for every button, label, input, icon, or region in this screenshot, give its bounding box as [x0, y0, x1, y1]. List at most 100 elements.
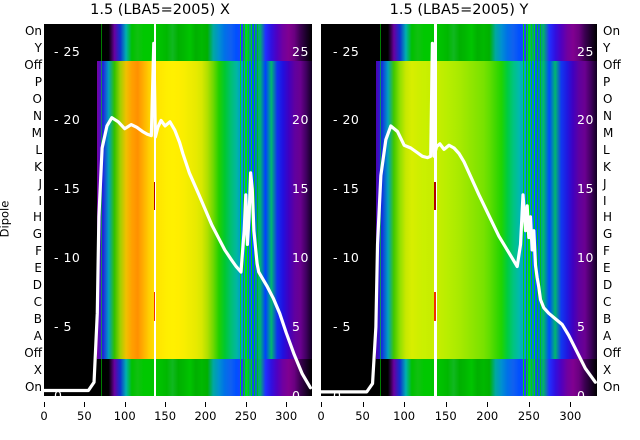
rfi-streak	[100, 24, 102, 396]
dipole-category-label: K	[34, 159, 42, 174]
dipole-category-label: P	[34, 75, 42, 90]
dipole-marker-tick	[434, 292, 436, 321]
x-tick-label: 250	[234, 409, 257, 423]
x-tick-label: 200	[476, 409, 499, 423]
dipole-category-label: Off	[603, 58, 621, 73]
dipole-category-label: Y	[34, 41, 42, 56]
inner-y-tick-right: 15	[577, 181, 594, 197]
x-tick-mark	[528, 402, 530, 407]
mean-spectrum-curve	[321, 24, 597, 396]
rfi-streak	[435, 24, 437, 396]
x-tick-mark	[404, 402, 406, 407]
dipole-category-label: J	[38, 176, 42, 191]
dipole-marker-tick	[153, 181, 156, 211]
dipole-category-label: E	[34, 261, 42, 276]
x-tick-mark	[445, 402, 447, 407]
rfi-streak	[528, 24, 530, 396]
dipole-category-label: C	[33, 295, 42, 309]
inner-y-tick-left: - 10	[54, 250, 81, 266]
dipole-category-label: L	[35, 142, 42, 157]
x-tick-label: 100	[113, 409, 136, 423]
inner-y-tick-left: - 25	[333, 43, 360, 59]
rfi-streak	[540, 24, 542, 396]
x-tick-label: 0	[317, 409, 325, 423]
inner-y-tick-left: - 5	[333, 319, 351, 335]
dipole-category-label: I	[38, 193, 42, 208]
dipole-category-label: E	[603, 261, 611, 276]
x-tick-label: 250	[517, 409, 540, 423]
panel-y-title: 1.5 (LBA5=2005) Y	[389, 2, 529, 18]
x-tick-mark	[362, 402, 364, 407]
rfi-streak	[250, 24, 252, 396]
dipole-category-label: On	[603, 24, 621, 39]
dipole-category-label: G	[32, 227, 42, 242]
dipole-category-label: Off	[24, 58, 42, 73]
inner-y-tick-right: 15	[292, 181, 309, 197]
dipole-category-label: H	[603, 210, 613, 225]
dipole-category-label: P	[603, 75, 611, 90]
inner-y-tick-right: 5	[292, 319, 301, 335]
dipole-category-label: O	[603, 92, 613, 107]
dipole-category-label: On	[24, 379, 42, 394]
dipole-marker-tick	[434, 181, 436, 211]
panel-y-plot-area[interactable]: - 25 - 20 - 15 - 10 - 5 0 25 20 15 10 5 0	[321, 24, 597, 396]
dipole-category-label: I	[603, 193, 607, 208]
dipole-category-label: Off	[24, 345, 42, 360]
dipole-category-label: Y	[603, 41, 611, 56]
dipole-category-label: Off	[603, 345, 621, 360]
x-tick-mark	[286, 402, 288, 407]
inner-y-tick-left: - 15	[54, 181, 81, 197]
dipole-category-label: M	[603, 125, 614, 140]
dipole-category-label: F	[35, 244, 42, 259]
x-tick-label: 150	[154, 409, 177, 423]
inner-y-tick-right: 10	[577, 250, 594, 266]
inner-y-tick-right: 20	[292, 112, 309, 128]
x-tick-label: 300	[559, 409, 582, 423]
rfi-streak	[242, 24, 244, 396]
dipole-category-label: M	[31, 125, 42, 140]
panel-x-plot-area[interactable]: - 25 - 20 - 15 - 10 - 5 0 25 20 15 10 5 0	[44, 24, 312, 396]
x-tick-mark	[84, 402, 86, 407]
inner-y-tick-left: 0	[54, 388, 63, 396]
inner-y-tick-right: 20	[577, 112, 594, 128]
dipole-category-label: X	[33, 362, 42, 377]
inner-y-tick-left: - 20	[333, 112, 360, 128]
x-tick-mark	[321, 402, 322, 407]
x-tick-label: 0	[40, 409, 48, 423]
rfi-streak	[530, 24, 532, 396]
panel-x-title: 1.5 (LBA5=2005) X	[90, 2, 230, 18]
dipole-category-label: B	[603, 311, 612, 326]
dipole-category-label: C	[603, 295, 612, 309]
dipole-category-label: N	[33, 109, 42, 123]
rfi-streak	[240, 24, 242, 396]
dipole-category-label: B	[33, 311, 42, 326]
inner-y-tick-left: - 15	[333, 181, 360, 197]
x-tick-label: 50	[77, 409, 92, 423]
dipole-category-label: A	[33, 328, 42, 343]
dipole-category-label: K	[603, 159, 611, 174]
dipole-category-label: N	[603, 109, 612, 123]
rfi-streak	[155, 24, 157, 396]
mean-spectrum-curve	[44, 24, 312, 396]
inner-y-tick-left: - 5	[54, 319, 72, 335]
dipole-category-label: G	[603, 227, 613, 242]
dipole-category-label: O	[32, 92, 42, 107]
x-tick-mark	[487, 402, 489, 407]
dipole-marker-tick	[153, 292, 156, 321]
inner-y-tick-right: 0	[292, 388, 301, 396]
x-tick-mark	[570, 402, 572, 407]
dipole-category-label: F	[603, 244, 610, 259]
x-tick-label: 300	[275, 409, 298, 423]
x-tick-label: 100	[393, 409, 416, 423]
dipole-category-label: D	[32, 278, 42, 293]
x-tick-label: 150	[434, 409, 457, 423]
dipole-category-label: L	[603, 142, 610, 157]
inner-y-tick-left: - 10	[333, 250, 360, 266]
rfi-streak	[533, 24, 536, 396]
inner-y-tick-left: 0	[333, 388, 342, 396]
panel-x: 1.5 (LBA5=2005) X - 25 - 20 - 15 - 10 - 5 0 25…	[44, 2, 312, 396]
rfi-streak	[537, 24, 539, 396]
dipole-category-label: X	[603, 362, 612, 377]
inner-y-tick-right: 25	[292, 43, 309, 59]
